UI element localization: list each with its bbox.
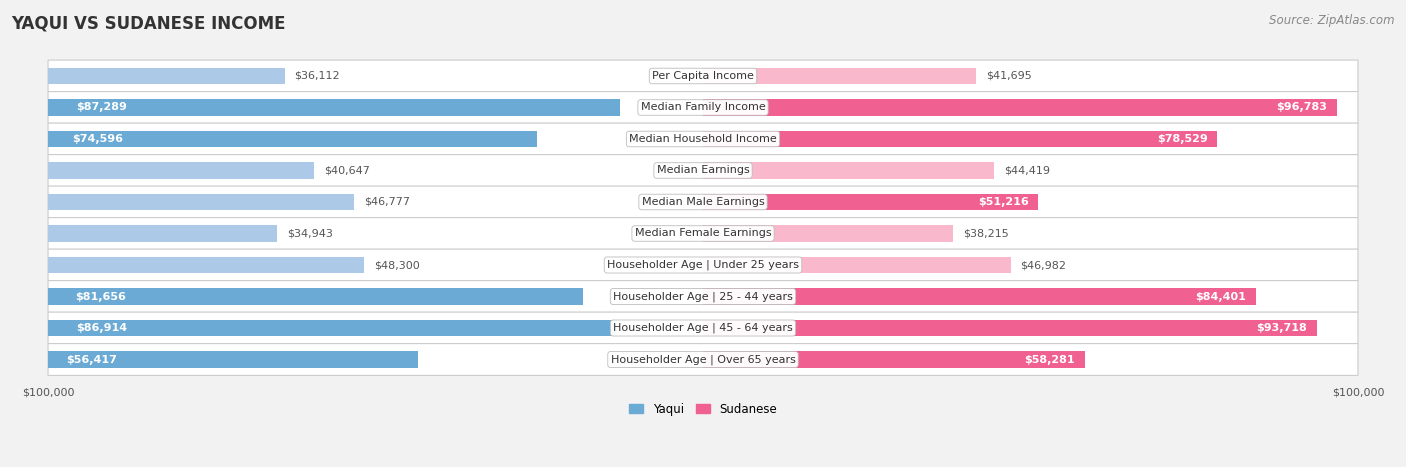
Text: $34,943: $34,943	[287, 228, 333, 239]
Text: $38,215: $38,215	[963, 228, 1010, 239]
FancyBboxPatch shape	[48, 249, 1358, 281]
Text: $46,777: $46,777	[364, 197, 411, 207]
Bar	[703, 225, 953, 242]
Text: $44,419: $44,419	[1004, 165, 1050, 176]
Bar	[48, 68, 284, 84]
Text: $40,647: $40,647	[325, 165, 370, 176]
Text: Median Family Income: Median Family Income	[641, 102, 765, 113]
Text: Householder Age | 25 - 44 years: Householder Age | 25 - 44 years	[613, 291, 793, 302]
Text: $46,982: $46,982	[1021, 260, 1067, 270]
Bar	[48, 131, 537, 147]
Text: Householder Age | Over 65 years: Householder Age | Over 65 years	[610, 354, 796, 365]
Bar	[48, 225, 277, 242]
Bar	[703, 320, 1317, 336]
Bar	[48, 288, 583, 304]
FancyBboxPatch shape	[48, 312, 1358, 344]
Bar	[703, 131, 1218, 147]
Bar	[48, 320, 617, 336]
Bar	[703, 194, 1039, 210]
FancyBboxPatch shape	[48, 92, 1358, 123]
Text: $58,281: $58,281	[1024, 354, 1074, 365]
Bar	[703, 68, 976, 84]
Bar	[703, 99, 1337, 116]
FancyBboxPatch shape	[48, 186, 1358, 218]
Bar	[703, 257, 1011, 273]
Text: Median Female Earnings: Median Female Earnings	[634, 228, 772, 239]
FancyBboxPatch shape	[48, 155, 1358, 186]
FancyBboxPatch shape	[48, 123, 1358, 155]
FancyBboxPatch shape	[48, 218, 1358, 249]
Bar	[703, 351, 1084, 368]
Bar	[48, 257, 364, 273]
Text: Householder Age | Under 25 years: Householder Age | Under 25 years	[607, 260, 799, 270]
Bar	[48, 194, 354, 210]
Text: $84,401: $84,401	[1195, 291, 1246, 302]
Text: $36,112: $36,112	[294, 71, 340, 81]
Text: $51,216: $51,216	[977, 197, 1029, 207]
Text: Median Male Earnings: Median Male Earnings	[641, 197, 765, 207]
Text: Per Capita Income: Per Capita Income	[652, 71, 754, 81]
Text: Median Household Income: Median Household Income	[628, 134, 778, 144]
Text: $48,300: $48,300	[374, 260, 420, 270]
Text: $74,596: $74,596	[73, 134, 124, 144]
Bar	[703, 288, 1256, 304]
Text: $81,656: $81,656	[75, 291, 125, 302]
Bar	[48, 163, 315, 179]
Text: $86,914: $86,914	[76, 323, 128, 333]
FancyBboxPatch shape	[48, 344, 1358, 375]
Bar	[703, 163, 994, 179]
FancyBboxPatch shape	[48, 60, 1358, 92]
Bar	[48, 99, 620, 116]
Text: $96,783: $96,783	[1277, 102, 1327, 113]
Text: YAQUI VS SUDANESE INCOME: YAQUI VS SUDANESE INCOME	[11, 14, 285, 32]
FancyBboxPatch shape	[48, 281, 1358, 312]
Text: $41,695: $41,695	[986, 71, 1032, 81]
Legend: Yaqui, Sudanese: Yaqui, Sudanese	[624, 398, 782, 420]
Text: Median Earnings: Median Earnings	[657, 165, 749, 176]
Text: $87,289: $87,289	[77, 102, 128, 113]
Text: $56,417: $56,417	[66, 354, 118, 365]
Text: Source: ZipAtlas.com: Source: ZipAtlas.com	[1270, 14, 1395, 27]
Text: $93,718: $93,718	[1256, 323, 1308, 333]
Bar	[48, 351, 418, 368]
Text: Householder Age | 45 - 64 years: Householder Age | 45 - 64 years	[613, 323, 793, 333]
Text: $78,529: $78,529	[1157, 134, 1208, 144]
